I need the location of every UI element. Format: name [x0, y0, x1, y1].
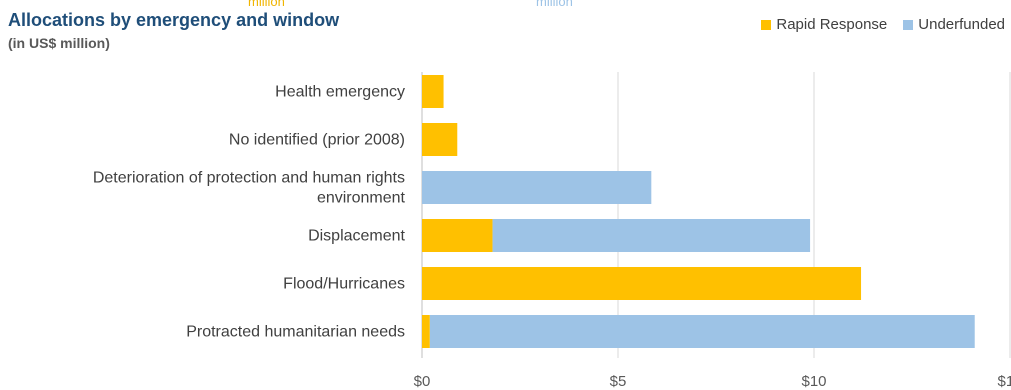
bar-rapid-response [422, 267, 862, 300]
category-label: No identified (prior 2008) [229, 132, 405, 149]
bar-rapid-response [422, 75, 444, 108]
bar-rapid-response [422, 315, 430, 348]
legend-label-rapid-response: Rapid Response [776, 16, 888, 33]
legend-swatch-rapid-response [761, 19, 772, 30]
x-tick-label: $5 [610, 373, 627, 390]
chart-legend: Rapid Response Underfunded [761, 16, 1005, 33]
bar-rapid-response [422, 123, 458, 156]
x-tick-label: $0 [414, 373, 431, 390]
legend-swatch-underfunded [903, 19, 914, 30]
bar-rapid-response [422, 219, 493, 252]
bar-underfunded [429, 315, 975, 348]
x-tick-label: $10 [801, 373, 826, 390]
legend-item-underfunded: Underfunded [903, 16, 1005, 33]
clipped-label-top-left: million [248, 0, 285, 9]
x-tick-label: $15 [997, 373, 1011, 390]
chart-title: Allocations by emergency and window [8, 10, 340, 30]
category-label: Flood/Hurricanes [283, 276, 405, 293]
chart-subtitle: (in US$ million) [8, 35, 110, 51]
bar-underfunded [422, 171, 652, 204]
category-label: Deterioration of protection and human ri… [93, 170, 405, 187]
category-label: environment [317, 190, 406, 207]
legend-label-underfunded: Underfunded [918, 16, 1005, 33]
category-label: Protracted humanitarian needs [186, 324, 405, 341]
category-label: Displacement [308, 228, 405, 245]
category-label: Health emergency [275, 84, 405, 101]
legend-item-rapid-response: Rapid Response [761, 16, 887, 33]
bar-underfunded [492, 219, 811, 252]
clipped-label-top-mid: million [536, 0, 573, 9]
